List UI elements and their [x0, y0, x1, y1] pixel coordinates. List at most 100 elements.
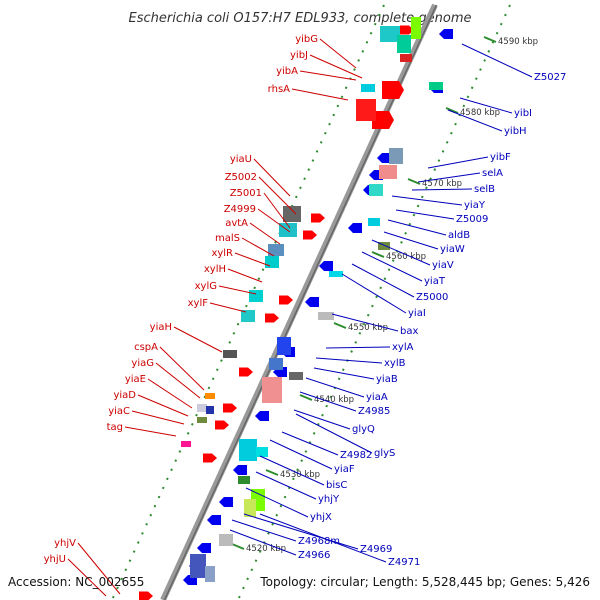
scale-tick-mark [483, 36, 497, 43]
gene-label-yiai: yiaI [408, 308, 426, 319]
gene-block [190, 554, 206, 578]
scale-tick-label: 4530 kbp [280, 470, 320, 480]
scale-ticks: 4520 kbp 4530 kbp 4540 kbp 4550 kbp 4560 kbp… [231, 36, 538, 554]
right-leader-line [371, 239, 431, 266]
left-leader-line [124, 426, 177, 437]
right-leader-line [305, 377, 365, 398]
gene-label-yiad: yiaD [113, 390, 136, 401]
scale-tick-label: 4520 kbp [246, 544, 286, 554]
genome-backbone [160, 3, 438, 600]
forward-gene-arrow [239, 367, 253, 377]
right-leader-line [231, 519, 297, 542]
left-leader-line [299, 70, 357, 81]
gene-label-z4999: Z4999 [224, 204, 256, 215]
right-leader-line [325, 346, 391, 349]
scale-tick-mark [445, 107, 459, 114]
gene-label-yhjy: yhjY [318, 494, 340, 505]
gene-label-yibi: yibI [514, 108, 532, 119]
reverse-gene-arrow [439, 29, 453, 39]
gene-label-rhsa: rhsA [268, 84, 290, 95]
right-leader-line [351, 263, 415, 298]
gene-block [289, 372, 303, 380]
gene-label-bax: bax [400, 326, 418, 337]
gene-block [265, 256, 279, 268]
right-leader-line [427, 156, 489, 169]
scale-tick-label: 4540 kbp [314, 395, 354, 405]
gene-label-z5027: Z5027 [534, 72, 566, 83]
right-leader-line [269, 439, 333, 470]
right-leader-line [313, 367, 375, 380]
gene-label-xylb: xylB [384, 358, 406, 369]
scale-tick-label: 4580 kbp [460, 108, 500, 118]
left-leader-line [77, 542, 121, 595]
right-leader-line [395, 209, 455, 220]
right-leader-line [459, 97, 513, 114]
gene-label-z5009: Z5009 [456, 214, 488, 225]
left-leader-line [173, 326, 223, 353]
gene-label-yiac: yiaC [108, 406, 130, 417]
gene-block [238, 476, 250, 484]
right-gene-labels: Z5027 yibI yibH yibF selA selB yiaY Z5009 aldB yi… [298, 72, 566, 568]
right-leader-line [447, 109, 503, 132]
left-gene-labels: yibG yibJ yibA rhsA yiaU Z5002 Z5001 Z4999 avtA m… [44, 34, 318, 565]
reverse-gene-arrow [348, 223, 362, 233]
gene-label-yiah: yiaH [150, 322, 172, 333]
scale-tick-mark [231, 543, 245, 550]
gene-block [361, 84, 375, 92]
left-leader-line [131, 410, 185, 425]
gene-label-avta: avtA [225, 218, 248, 229]
gene-label-yiae: yiaE [125, 374, 146, 385]
left-leader-line [258, 176, 297, 215]
forward-gene-arrow [279, 295, 293, 305]
forward-gene-arrow [400, 25, 414, 35]
gene-block [223, 350, 237, 358]
left-leader-line [155, 362, 201, 399]
gene-block [197, 417, 207, 423]
gene-block [318, 312, 334, 320]
gene-label-yiat: yiaT [424, 276, 446, 287]
gene-label-xylh: xylH [204, 264, 226, 275]
forward-gene-arrow [385, 87, 399, 97]
left-leader-line [249, 222, 281, 245]
right-leader-line [411, 188, 473, 191]
forward-gene-arrow [303, 230, 317, 240]
forward-gene-arrow [139, 591, 153, 600]
forward-gene-arrow [372, 111, 394, 129]
gene-label-z4968m: Z4968m [298, 536, 340, 547]
forward-gene-arrow [223, 403, 237, 413]
gene-block [389, 148, 403, 164]
left-leader-line [263, 192, 291, 229]
gene-label-yiab: yiaB [376, 374, 398, 385]
gene-label-glyq: glyQ [352, 424, 375, 435]
scale-tick-mark [265, 469, 279, 476]
reverse-gene-arrow [233, 465, 247, 475]
gene-block [197, 404, 207, 412]
right-leader-line [259, 513, 387, 563]
right-leader-line [243, 513, 359, 550]
scale-tick-mark [299, 394, 313, 401]
right-leader-line [259, 455, 325, 486]
gene-block [205, 566, 215, 582]
gene-block [244, 499, 256, 517]
scale-tick-label: 4570 kbp [422, 179, 462, 189]
gene-label-xyla: xylA [392, 342, 414, 353]
gene-label-yhjv: yhjV [54, 538, 76, 549]
reverse-gene-arrow [197, 543, 211, 553]
right-leader-line [361, 251, 423, 282]
gene-label-yiav: yiaV [432, 260, 454, 271]
left-leader-line [319, 38, 357, 69]
gene-label-z4982: Z4982 [340, 450, 372, 461]
left-leader-line [309, 54, 363, 79]
forward-gene-arrow [203, 453, 217, 463]
gene-block [277, 337, 291, 355]
gene-label-xylf: xylF [188, 298, 209, 309]
right-leader-line [315, 357, 383, 364]
gene-block [239, 439, 257, 461]
gene-label-z5001: Z5001 [230, 188, 262, 199]
gene-label-yiba: yibA [276, 66, 298, 77]
right-leader-line [229, 529, 297, 556]
left-leader-line [253, 158, 291, 197]
gene-block [262, 377, 282, 403]
left-leader-line [257, 208, 291, 233]
